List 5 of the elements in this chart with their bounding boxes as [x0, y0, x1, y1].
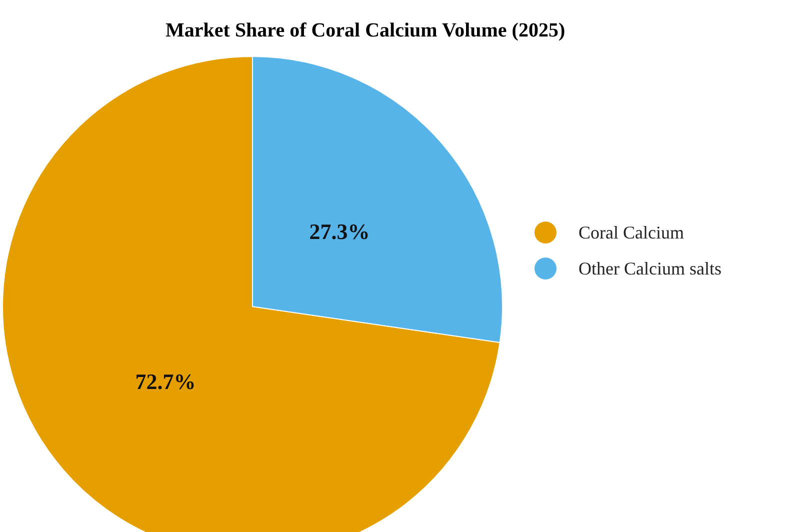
legend-label: Other Calcium salts: [578, 258, 722, 278]
chart-title: Market Share of Coral Calcium Volume (2025): [166, 20, 566, 42]
data-label: 27.3%: [309, 218, 370, 244]
data-label: 72.7%: [135, 369, 196, 394]
legend-label: Coral Calcium: [578, 222, 684, 242]
